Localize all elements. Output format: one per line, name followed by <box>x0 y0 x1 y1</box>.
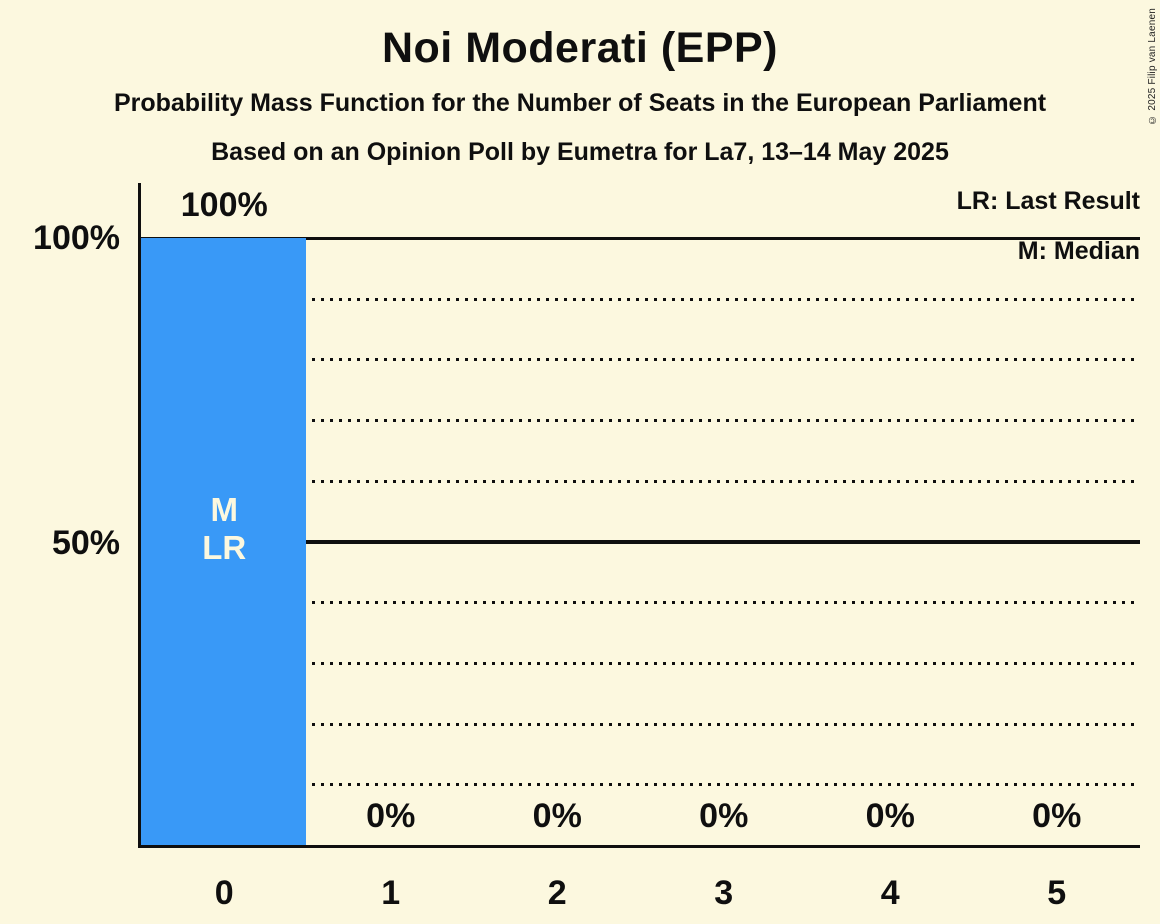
x-tick-label-5: 5 <box>1047 874 1067 912</box>
legend-median: M: Median <box>1017 237 1140 265</box>
gridline-50pct <box>141 540 1140 544</box>
gridline-10pct <box>141 783 1140 787</box>
bar-seats-0 <box>141 238 306 845</box>
gridline-90pct <box>141 297 1140 301</box>
x-tick-label-4: 4 <box>880 874 900 912</box>
gridline-80pct <box>141 358 1140 362</box>
x-axis-line <box>138 845 1140 848</box>
y-axis-label-100pct: 100% <box>33 219 120 257</box>
x-axis-tick-labels: 0 1 2 3 4 5 <box>141 873 1140 913</box>
gridline-40pct <box>141 601 1140 605</box>
copyright-note: © 2025 Filip van Laenen <box>1147 8 1158 125</box>
bar-value-label-3: 0% <box>699 797 749 835</box>
bar-value-label-2: 0% <box>532 797 582 835</box>
bar-value-label-1: 0% <box>366 797 416 835</box>
x-tick-label-0: 0 <box>214 874 234 912</box>
plot-area: M LR 100% 0% 0% 0% 0% 0% <box>141 187 1140 845</box>
y-axis-line <box>138 183 141 847</box>
legend-last-result: LR: Last Result <box>956 187 1140 215</box>
bar-value-label-5: 0% <box>1032 797 1082 835</box>
chart-subtitle: Probability Mass Function for the Number… <box>113 89 1047 117</box>
gridline-100pct <box>141 236 1140 240</box>
x-tick-label-3: 3 <box>714 874 734 912</box>
x-tick-label-1: 1 <box>381 874 401 912</box>
y-axis-label-50pct: 50% <box>51 524 120 562</box>
gridline-60pct <box>141 479 1140 483</box>
chart-subtitle-poll-info: Based on an Opinion Poll by Eumetra for … <box>211 138 949 166</box>
bar-value-label-0: 100% <box>180 186 268 224</box>
bar-annotation-median-lastresult: M LR <box>202 490 247 566</box>
gridline-20pct <box>141 722 1140 726</box>
x-tick-label-2: 2 <box>547 874 567 912</box>
gridline-70pct <box>141 419 1140 423</box>
chart-title: Noi Moderati (EPP) <box>381 24 779 72</box>
bar-value-label-4: 0% <box>865 797 915 835</box>
gridline-30pct <box>141 661 1140 665</box>
